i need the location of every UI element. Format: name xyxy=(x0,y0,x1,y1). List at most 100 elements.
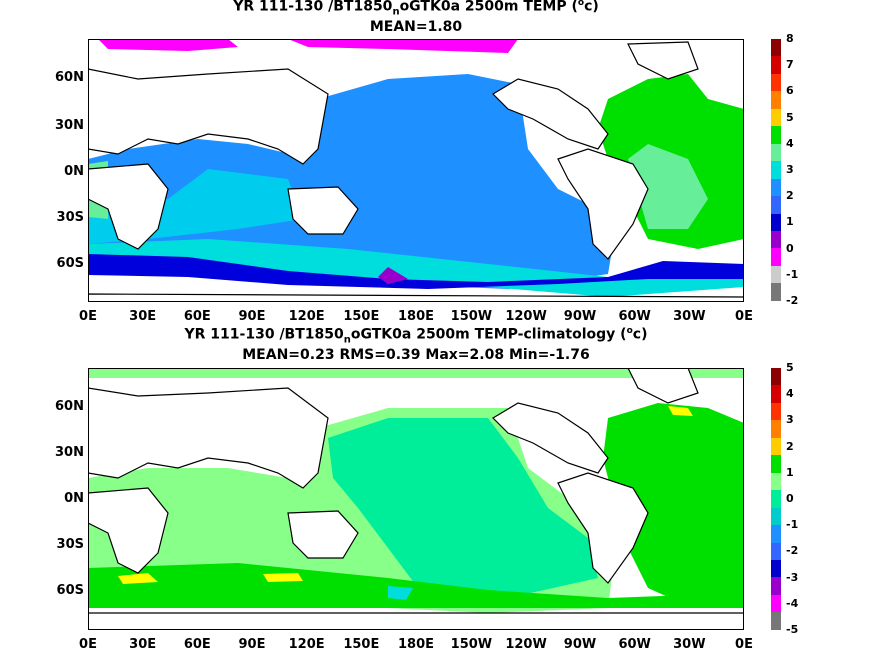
panel2-map xyxy=(88,368,744,630)
panel2-colorbar-swatch xyxy=(771,594,781,613)
panel2-colorbar-swatch xyxy=(771,559,781,578)
panel2-land xyxy=(88,368,744,630)
panel1-lon-label: 90W xyxy=(563,309,597,324)
panel1-colorbar-swatch xyxy=(771,126,781,144)
panel2-southern-green xyxy=(88,563,744,608)
panel1-land xyxy=(88,41,744,302)
panel2-colorbar-swatch xyxy=(771,612,781,630)
panel1-title-sub: n xyxy=(392,6,400,18)
panel2-colorbar-swatch xyxy=(771,368,781,386)
panel2-colorbar xyxy=(771,368,781,630)
panel2-lat-30s: 30S xyxy=(56,537,84,552)
panel1-ocean-main xyxy=(88,74,613,289)
panel1-colorbar-label: -1 xyxy=(786,267,799,281)
panel1-colorbar-label: 7 xyxy=(786,58,794,72)
panel1-colorbar-label: -2 xyxy=(786,294,799,307)
panel2-lon-label: 120E xyxy=(288,637,325,652)
panel2-lat-60n: 60N xyxy=(55,399,84,414)
panel1-stats: MEAN=1.80 xyxy=(369,19,463,35)
panel2-colorbar-swatch xyxy=(771,420,781,438)
panel2-lon-label: 90W xyxy=(563,637,597,652)
panel2-title-suffix: oGTK0a 2500m TEMP-climatology ( xyxy=(350,326,627,343)
panel1-atlantic-light xyxy=(628,144,708,229)
panel2-colorbar-label: -3 xyxy=(786,570,799,584)
panel2-lon-label: 180E xyxy=(397,637,435,652)
panel2-lon-label: 0E xyxy=(735,637,753,652)
panel2-map-svg xyxy=(88,368,744,630)
panel1-colorbar-swatch xyxy=(771,230,781,249)
panel1-lat-30n: 30N xyxy=(55,118,84,133)
panel1-colorbar-label: 8 xyxy=(786,32,794,45)
panel1-colorbar-label: 6 xyxy=(786,84,794,98)
panel2-atlantic xyxy=(603,403,744,606)
panel2-colorbar-swatch xyxy=(771,455,781,473)
panel1-colorbar-swatch xyxy=(771,178,781,197)
panel1-colorbar-swatch xyxy=(771,39,781,57)
panel2-lon-label: 90E xyxy=(238,637,266,652)
panel1-colorbar-label: 0 xyxy=(786,241,794,255)
panel2-stats: MEAN=0.23 RMS=0.39 Max=2.08 Min=-1.76 xyxy=(242,347,590,363)
panel2-arctic xyxy=(88,368,744,378)
panel1-colorbar-label: 5 xyxy=(786,110,794,124)
panel2-lon-label: 60E xyxy=(183,637,211,652)
panel1-lat-60s: 60S xyxy=(56,256,84,271)
panel1-colorbar-swatch xyxy=(771,283,781,301)
panel2-lon-label: 30E xyxy=(129,637,157,652)
panel1-colorbar-label: 2 xyxy=(786,189,794,203)
panel1-lon-label: 180E xyxy=(397,309,435,324)
panel1-southern-ocean xyxy=(88,254,744,289)
panel1-title: YR 111-130 /BT1850noGTK0a 2500m TEMP (oc… xyxy=(88,0,744,17)
panel2-colorbar-label: 4 xyxy=(786,387,794,401)
panel1-lon-label: 120W xyxy=(505,309,547,324)
panel2-colorbar-label: -5 xyxy=(786,623,799,636)
panel1-lon-label: 150W xyxy=(450,309,493,324)
panel2-yellow-1 xyxy=(118,573,158,584)
panel2-colorbar-label: -1 xyxy=(786,518,799,532)
panel1-lon-label: 60W xyxy=(618,309,651,324)
panel2-colorbar-label: 3 xyxy=(786,413,794,427)
panel1-title-sup: o xyxy=(577,0,585,8)
panel1-lon-label: 0E xyxy=(79,309,97,324)
panel2-lat-30n: 30N xyxy=(55,445,84,460)
panel1-lat-30s: 30S xyxy=(56,210,84,225)
panel1-lon-label: 0E xyxy=(735,309,753,324)
panel1-lon-label: 30W xyxy=(673,309,706,324)
panel2-title: YR 111-130 /BT1850noGTK0a 2500m TEMP-cli… xyxy=(88,326,744,345)
panel2-lon-label: 0E xyxy=(79,637,97,652)
panel1-colorbar-label: 4 xyxy=(786,136,794,150)
panel1-title-suffix: oGTK0a 2500m TEMP ( xyxy=(399,0,578,15)
panel1-title-prefix: YR 111-130 /BT1850 xyxy=(233,0,393,15)
panel1-colorbar-label: 1 xyxy=(786,215,794,229)
panel1-lon-label: 60E xyxy=(183,309,211,324)
panel2-colorbar-swatch xyxy=(771,542,781,560)
panel2-colorbar-swatch xyxy=(771,472,781,491)
panel2-colorbar-swatch xyxy=(771,437,781,456)
panel2-colorbar-label: -4 xyxy=(786,596,799,610)
panel1-lon-label: 90E xyxy=(238,309,266,324)
panel2-colorbar-swatch xyxy=(771,525,781,543)
panel1-lat-0n: 0N xyxy=(64,164,84,179)
panel2-title-sub: n xyxy=(343,334,351,346)
panel2-colorbar-swatch xyxy=(771,507,781,526)
panel2-colorbar-swatch xyxy=(771,402,781,421)
panel1-colorbar-swatch xyxy=(771,108,781,127)
panel2-lon-label: 60W xyxy=(618,637,651,652)
panel1-purple-patch xyxy=(378,267,408,284)
panel1-colorbar-swatch xyxy=(771,143,781,162)
panel2-colorbar-swatch xyxy=(771,385,781,403)
panel2-title-sup: o xyxy=(626,326,633,336)
panel2-cyan-patch xyxy=(388,586,413,600)
panel1-colorbar-swatch xyxy=(771,196,781,214)
panel1-colorbar-swatch xyxy=(771,91,781,109)
panel2-lon-label: 30W xyxy=(673,637,706,652)
panel2-colorbar-swatch xyxy=(771,577,781,595)
panel1-colorbar-swatch xyxy=(771,265,781,284)
panel1-colorbar-swatch xyxy=(771,213,781,231)
panel2-lon-label: 150E xyxy=(343,637,380,652)
panel1-colorbar-swatch xyxy=(771,248,781,266)
panel2-colorbar-label: -2 xyxy=(786,544,799,558)
panel1-map xyxy=(88,39,744,302)
panel1-arctic-magenta2 xyxy=(288,39,518,53)
panel2-yellow-2 xyxy=(263,573,303,582)
panel1-title-unit: c) xyxy=(584,0,599,15)
